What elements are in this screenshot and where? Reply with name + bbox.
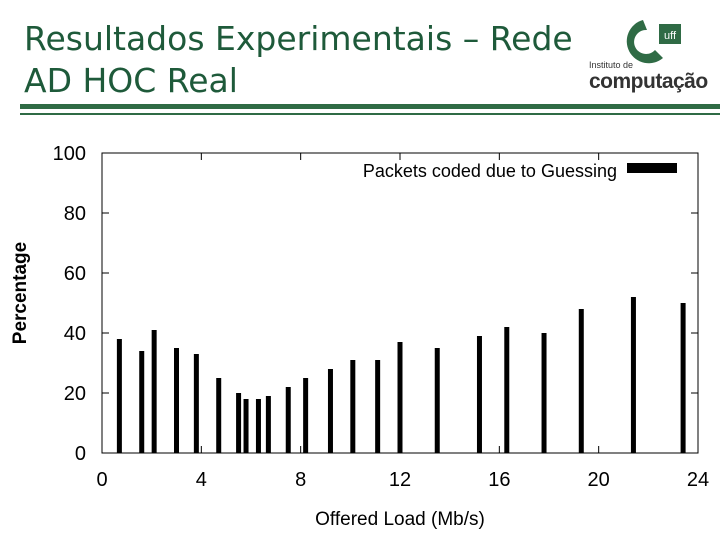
bar — [174, 348, 179, 453]
bar — [151, 330, 157, 453]
bar — [193, 354, 199, 453]
bars — [116, 297, 686, 453]
x-tick-label: 4 — [196, 469, 207, 491]
y-axis-label: Percentage — [10, 242, 31, 344]
x-tick-label: 0 — [96, 469, 107, 491]
header-divider-thick — [20, 104, 720, 109]
bar — [578, 309, 584, 453]
bar — [350, 360, 356, 453]
slide-title-line-2: AD HOC Real — [24, 61, 238, 100]
header-divider-thin — [20, 113, 720, 115]
x-tick-label: 20 — [588, 469, 610, 491]
y-axis-label-group: Percentage — [10, 242, 31, 344]
bar — [476, 336, 482, 453]
bar — [327, 369, 333, 453]
legend-swatch — [627, 163, 677, 173]
y-tick-label: 40 — [64, 323, 86, 345]
logo-small-text: Instituto de — [589, 60, 634, 70]
institute-logo: uff Instituto de computação — [585, 14, 710, 100]
bar-chart: Percentage Offered Load (Mb/s) 020406080… — [10, 143, 710, 530]
bar — [236, 393, 242, 453]
legend-label: Packets coded due to Guessing — [363, 161, 617, 181]
bar — [216, 378, 222, 453]
y-tick-label: 80 — [64, 203, 86, 225]
x-tick-label: 12 — [389, 469, 411, 491]
bar — [139, 351, 145, 453]
bar — [375, 360, 381, 453]
bar — [680, 303, 686, 453]
bar — [303, 378, 309, 453]
bar — [434, 348, 440, 453]
x-tick-label: 8 — [295, 469, 306, 491]
y-tick-label: 0 — [75, 443, 86, 465]
y-tick-label: 100 — [53, 143, 86, 165]
x-tick-label: 24 — [687, 469, 709, 491]
bar — [541, 333, 547, 453]
x-axis-label: Offered Load (Mb/s) — [315, 509, 485, 530]
bar — [265, 396, 271, 453]
x-tick-label: 16 — [488, 469, 510, 491]
logo-big-text: computação — [589, 70, 708, 93]
slide-title-line-1: Resultados Experimentais – Rede — [24, 19, 573, 58]
y-tick-label: 20 — [64, 383, 86, 405]
logo-badge-text: uff — [664, 30, 677, 42]
bar — [116, 339, 122, 453]
bar — [504, 327, 510, 453]
bar — [397, 342, 403, 453]
bar — [243, 399, 249, 453]
bar — [285, 387, 291, 453]
logo-emblem-icon: uff — [626, 20, 681, 64]
y-tick-label: 60 — [64, 263, 86, 285]
bar — [630, 297, 636, 453]
axis-ticks: 0 20 40 60 80 100 0 4 8 12 16 20 24 — [53, 143, 710, 491]
legend: Packets coded due to Guessing — [363, 161, 677, 181]
bar — [255, 399, 261, 453]
slide-title: Resultados Experimentais – Rede AD HOC R… — [24, 18, 584, 102]
